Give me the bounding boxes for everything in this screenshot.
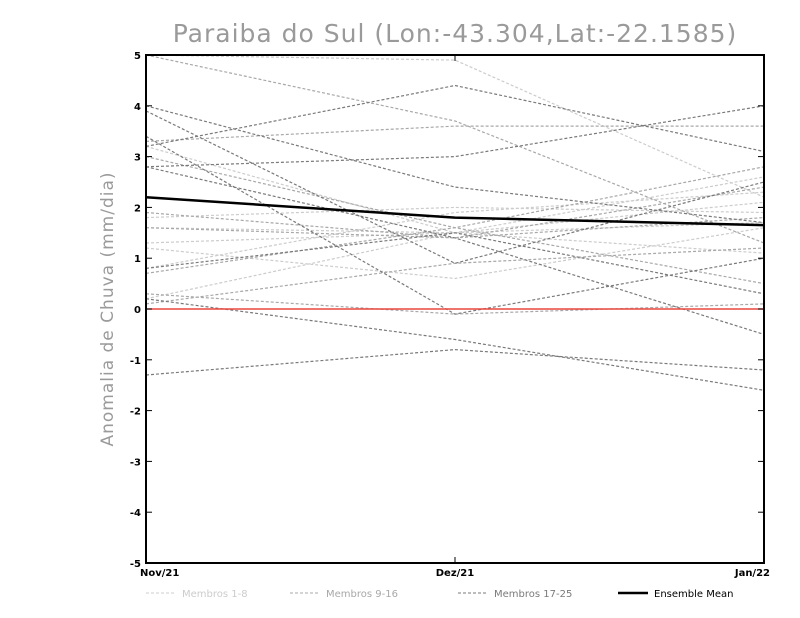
y-tick-label: 2: [134, 203, 141, 214]
member-series-line-11: [145, 156, 765, 285]
y-tick-label: 1: [134, 254, 141, 265]
y-tick-label: -2: [130, 407, 141, 418]
series-layer: [145, 54, 765, 391]
member-series-line-23: [145, 232, 765, 295]
y-tick-label: 3: [134, 153, 141, 164]
ensemble-mean-line: [145, 195, 765, 227]
member-series-line-10: [145, 125, 764, 142]
x-tick-label: Jan/22: [734, 568, 770, 579]
member-series-line-24: [145, 298, 765, 391]
y-tick-label: 0: [134, 305, 141, 316]
y-tick-label: 4: [134, 102, 141, 113]
member-series-line-4: [145, 201, 765, 234]
legend: Membros 1-8 Membros 9-16 Membros 17-25 Ense…: [146, 589, 733, 600]
member-series-line-21: [145, 105, 765, 168]
legend-label-3: Membros 17-25: [494, 589, 572, 600]
member-series-line-18: [145, 110, 765, 264]
y-tick-layer: 5 4 3 2 1 0 -1 -2 -3 -4 -5: [130, 51, 764, 570]
member-series-line-8: [145, 232, 765, 300]
member-series-line-7: [145, 191, 765, 269]
member-series-line-15: [145, 293, 765, 315]
y-tick-label: 5: [134, 51, 141, 62]
member-series-line-6: [145, 227, 765, 280]
y-tick-label: -4: [130, 508, 141, 519]
x-tick-label: Nov/21: [140, 568, 179, 579]
member-series-line-14: [145, 166, 765, 274]
legend-label-2: Membros 9-16: [326, 589, 398, 600]
member-series-line-17: [145, 105, 765, 224]
member-series-line-25: [145, 348, 765, 376]
x-tick-label: Dez/21: [436, 568, 475, 579]
ensemble-mean-layer: [145, 195, 765, 227]
member-series-line-16: [145, 247, 765, 305]
y-axis-label: Anomalia de Chuva (mm/dia): [98, 171, 118, 446]
x-tick-layer: Nov/21 Dez/21 Jan/22: [140, 55, 770, 579]
member-series-line-19: [145, 135, 765, 315]
legend-label-4: Ensemble Mean: [654, 589, 733, 600]
y-tick-label: -1: [130, 356, 141, 367]
chart-title: Paraiba do Sul (Lon:-43.304,Lat:-22.1585…: [173, 19, 738, 48]
member-series-line-5: [145, 222, 765, 244]
member-series-line-9: [145, 54, 765, 244]
member-series-line-22: [145, 166, 765, 335]
y-tick-label: -3: [130, 457, 141, 468]
member-series-line-13: [145, 186, 765, 239]
member-series-line-20: [145, 84, 765, 153]
y-tick-label: -5: [130, 559, 141, 570]
legend-label-1: Membros 1-8: [182, 589, 248, 600]
